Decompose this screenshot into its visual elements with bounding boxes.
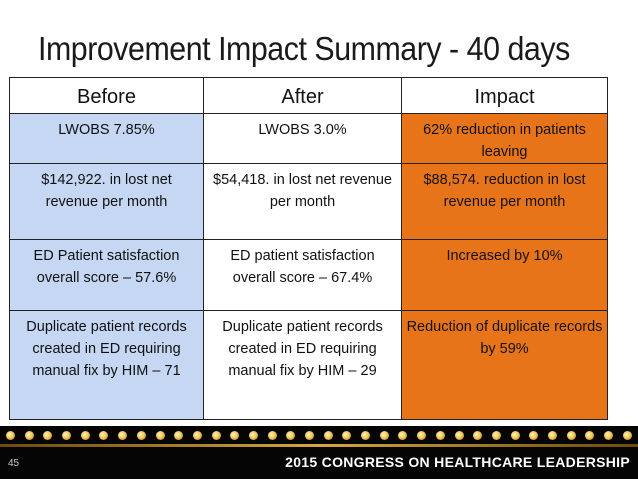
cell-after: ED patient satisfaction overall score – … [203,239,402,311]
marquee-lights [0,429,638,442]
table-row: ED Patient satisfaction overall score – … [9,239,608,311]
bulb-icon [491,431,501,440]
bulb-icon [211,431,221,440]
bulb-icon [80,431,90,440]
cell-impact: $88,574. reduction in lost revenue per m… [401,163,608,240]
bulb-icon [62,431,72,440]
bulb-icon [99,431,109,440]
cell-before: Duplicate patient records created in ED … [9,310,204,420]
bulb-icon [510,431,520,440]
bulb-icon [417,431,427,440]
bulb-icon [454,431,464,440]
bulb-icon [361,431,371,440]
header-impact: Impact [401,77,608,114]
bulb-icon [267,431,277,440]
cell-before: ED Patient satisfaction overall score – … [9,239,204,311]
bulb-icon [24,431,34,440]
bulb-icon [43,431,53,440]
bulb-icon [230,431,240,440]
cell-impact: Increased by 10% [401,239,608,311]
bulb-icon [305,431,314,440]
cell-after: $54,418. in lost net revenue per month [203,163,402,240]
bulb-icon [155,431,165,440]
bulb-icon [342,431,352,440]
page-number: 45 [8,458,20,469]
bulb-icon [398,431,408,440]
congress-title: 2015 CONGRESS ON HEALTHCARE LEADERSHIP [285,454,630,470]
header-after: After [203,77,402,114]
bulb-icon [323,431,333,440]
gold-divider [0,444,638,447]
impact-summary-table: Before After Impact LWOBS 7.85% LWOBS 3.… [9,77,608,420]
table-header-row: Before After Impact [9,77,608,114]
bulb-icon [379,431,389,440]
header-before: Before [9,77,204,114]
bulb-icon [604,431,613,440]
bulb-icon [6,431,15,440]
cell-before: LWOBS 7.85% [9,113,204,164]
bulb-icon [174,431,184,440]
bulb-icon [622,431,632,440]
slide-title: Improvement Impact Summary - 40 days [38,30,570,67]
bulb-icon [529,431,539,440]
bulb-icon [136,431,146,440]
bulb-icon [547,431,557,440]
bulb-icon [473,431,483,440]
bulb-icon [435,431,445,440]
cell-after: Duplicate patient records created in ED … [203,310,402,420]
bulb-icon [192,431,202,440]
bulb-icon [118,431,128,440]
bulb-icon [286,431,296,440]
table-row: LWOBS 7.85% LWOBS 3.0% 62% reduction in … [9,113,608,164]
bulb-icon [566,431,576,440]
cell-impact: Reduction of duplicate records by 59% [401,310,608,420]
cell-before: $142,922. in lost net revenue per month [9,163,204,240]
bulb-icon [248,431,258,440]
table-row: $142,922. in lost net revenue per month … [9,163,608,240]
cell-after: LWOBS 3.0% [203,113,402,164]
cell-impact: 62% reduction in patients leaving [401,113,608,164]
table-row: Duplicate patient records created in ED … [9,310,608,420]
bulb-icon [585,431,595,440]
